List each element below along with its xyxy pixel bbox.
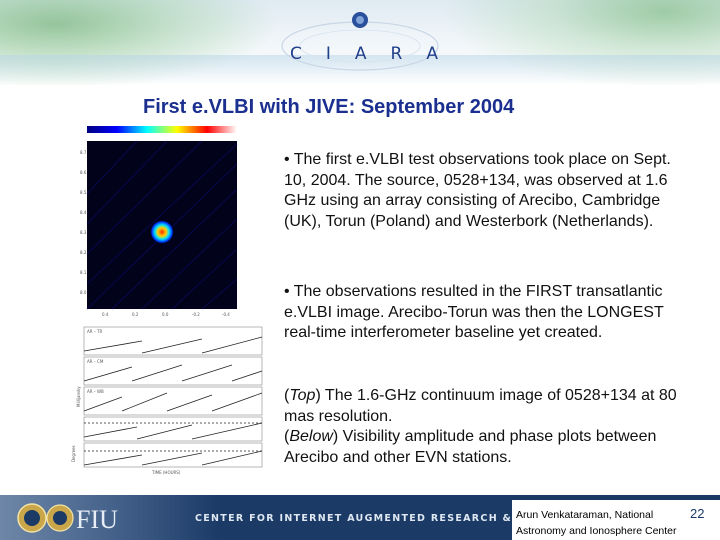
caption-top-text: The 1.6-GHz continuum image of 0528+134 … [284, 387, 677, 425]
svg-text:AR – TR: AR – TR [87, 329, 103, 334]
caption-below-label: Below [289, 428, 333, 445]
svg-text:8.2: 8.2 [80, 250, 87, 255]
svg-text:8.1: 8.1 [80, 270, 87, 275]
svg-text:AR – WB: AR – WB [87, 389, 104, 394]
svg-text:8.3: 8.3 [80, 230, 87, 235]
svg-text:Degrees: Degrees [71, 445, 76, 462]
author-line-2: Astronomy and Ionosphere Center [516, 525, 677, 537]
figure-caption: (Top) The 1.6-GHz continuum image of 052… [284, 387, 677, 466]
svg-text:-0.4: -0.4 [222, 312, 230, 317]
svg-text:8.6: 8.6 [80, 170, 87, 175]
ciara-logo-text: C I A R A [290, 44, 440, 64]
caption-below-text: Visibility amplitude and phase plots bet… [284, 428, 657, 466]
svg-text:8.5: 8.5 [80, 190, 87, 195]
svg-text:8.0: 8.0 [80, 290, 87, 295]
source-emission [150, 220, 174, 244]
fiu-logo-icon: FIU [17, 503, 118, 534]
footer-organization: CENTER FOR INTERNET AUGMENTED RESEARCH &… [195, 513, 601, 524]
ciara-logo-icon [281, 12, 439, 71]
page-number: 22 [690, 506, 705, 521]
svg-text:0.0: 0.0 [162, 312, 169, 317]
svg-text:Millijansky: Millijansky [76, 386, 81, 407]
logo-letter: A [354, 44, 369, 64]
author-box [512, 500, 720, 540]
svg-text:8.7: 8.7 [80, 150, 87, 155]
logo-letter: C [290, 44, 304, 64]
svg-text:0.2: 0.2 [132, 312, 139, 317]
logo-letter: A [426, 44, 440, 64]
colorbar [87, 126, 237, 133]
author-credit: Arun Venkataraman, National Astronomy an… [516, 507, 686, 539]
svg-text:TIME (HOURS): TIME (HOURS) [151, 470, 181, 475]
fiu-label: FIU [76, 505, 118, 534]
svg-text:-0.2: -0.2 [192, 312, 200, 317]
continuum-image-figure: 8.7 8.6 8.5 8.4 8.3 8.2 8.1 8.0 0.4 0.2 0.0 -0.… [80, 126, 238, 317]
author-line-1: Arun Venkataraman, National [516, 509, 654, 521]
logo-letter: I [325, 44, 333, 64]
caption-top-label: Top [289, 387, 316, 404]
svg-text:8.4: 8.4 [80, 210, 87, 215]
paragraph-observations: • The first e.VLBI test observations too… [284, 151, 671, 230]
visibility-plots-figure: AR – TR AR – CM AR – WB Millijansky Degr… [62, 323, 267, 475]
logo-letter: R [390, 44, 405, 64]
svg-text:0.4: 0.4 [102, 312, 109, 317]
slide-title: First e.VLBI with JIVE: September 2004 [143, 96, 515, 118]
svg-text:AR – CM: AR – CM [87, 359, 104, 364]
paragraph-results: • The observations resulted in the FIRST… [284, 283, 664, 341]
